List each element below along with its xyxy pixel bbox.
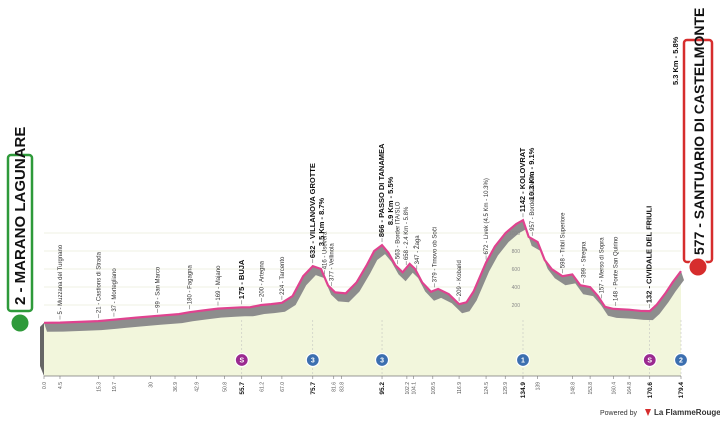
y-tick-label: 200: [512, 303, 521, 309]
annotation-label: 200 - Artegna: [259, 260, 265, 297]
x-tick-label: 4.5: [58, 382, 64, 389]
x-tick-label: 116.9: [457, 382, 463, 394]
credit-prefix: Powered by: [600, 410, 637, 417]
annotation-label: 416 - Usevera: [323, 231, 329, 269]
annotation-label: 5 - Muzzana del Turgnano: [58, 244, 64, 314]
finish-sub: 5.3 Km - 5.8%: [671, 36, 680, 85]
profile-left-wall: [40, 322, 44, 376]
start-box: [6, 153, 34, 313]
marker: [234, 352, 249, 368]
y-tick-label: 400: [512, 285, 521, 291]
marker: [515, 352, 531, 368]
x-tick-label: 15.3: [96, 382, 102, 392]
marker-label: 2: [679, 358, 683, 365]
x-tick-label: 129.9: [503, 382, 509, 395]
x-tick-label: 67.0: [280, 382, 286, 392]
annotation-label: 37 - Mortegliano: [112, 268, 118, 312]
annotation-label: 672 - Livek (4.5 Km - 10.3%): [484, 178, 490, 254]
annotation-label: 99 - San Marco: [156, 266, 162, 308]
annotation-label: 658 - 2.4 Km - 5.8%: [404, 206, 410, 260]
marker-label: 3: [311, 358, 315, 365]
annotation-label: 1142 - KOLOVRAT: [518, 147, 527, 212]
x-tick-label: 134.9: [520, 382, 527, 399]
marker: [374, 352, 390, 368]
x-tick-label: 30: [149, 382, 155, 388]
annotation-label: 157 - Merso di Sopra: [599, 237, 605, 294]
finish-label: 577 - SANTUARIO DI CASTELMONTE: [691, 8, 707, 255]
annotation-label: 21 - Castions di Strada: [96, 251, 102, 313]
annotation-label: 598 - Tribil Superiore: [560, 212, 566, 268]
x-tick-label: 19.7: [112, 382, 118, 392]
annotation-label: 209 - Kobarid: [457, 260, 463, 296]
x-tick-label: 42.9: [194, 382, 200, 392]
annotation-label: 866 - PASSO DI TANAMEA: [377, 143, 386, 237]
x-tick-label: 164.8: [627, 382, 633, 395]
x-tick-label: 50.8: [222, 382, 228, 392]
x-tick-label: 104.1: [412, 382, 418, 395]
x-tick-label: 179.4: [678, 382, 685, 399]
x-tick-label: 160.4: [612, 382, 618, 395]
annotation-sub: 10.3 Km - 9.1%: [527, 147, 536, 200]
x-tick-label: 95.2: [379, 382, 386, 395]
marker-label: 3: [380, 358, 384, 365]
finish-icon: [688, 257, 708, 277]
x-tick-label: 109.5: [431, 382, 437, 395]
start-label: 2 - MARANO LAGUNARE: [12, 127, 29, 305]
annotation-label: 148 - Ponte San Quirino: [614, 236, 620, 301]
marker-label: S: [239, 358, 244, 365]
credit-brand: La FlammeRouge: [654, 408, 720, 417]
annotation-label: 379 - Trnovo ob Soči: [433, 227, 439, 282]
annotation-sub: 3.5 Km - 8.7%: [317, 197, 326, 246]
x-tick-label: 36.9: [173, 382, 179, 392]
annotation-label: 399 - Stregna: [582, 241, 588, 278]
x-tick-label: 170.6: [647, 382, 654, 399]
annotation-label: 175 - BUJA: [237, 259, 246, 299]
annotation-label: 169 - Majano: [216, 265, 222, 301]
x-tick-label: 81.6: [332, 382, 338, 392]
profile-area: [44, 220, 681, 376]
annotation-label: 132 - CIVIDALE DEL FRIULI: [645, 206, 654, 303]
x-tick-label: 61.2: [259, 382, 265, 392]
marker-label: 1: [521, 358, 525, 365]
marker: [642, 352, 657, 368]
x-tick-label: 75.7: [310, 382, 317, 395]
profile-line: [43, 218, 682, 324]
x-tick-label: 153.8: [588, 382, 594, 395]
y-tick-label: 800: [512, 249, 521, 255]
profile-relief: [44, 220, 684, 332]
annotation-label: 377 - Vellinola: [330, 243, 336, 281]
x-tick-label: 0.0: [42, 382, 48, 389]
x-tick-label: 55.7: [239, 382, 246, 395]
y-tick-label: 1000: [509, 231, 520, 237]
x-tick-label: 83.8: [340, 382, 346, 392]
marker: [305, 352, 320, 368]
x-tick-label: 102.2: [405, 382, 411, 395]
x-tick-label: 148.8: [570, 382, 576, 395]
brand-icon: [645, 409, 651, 416]
annotation-label: 347 - Žaga: [413, 235, 421, 265]
x-tick-label: 124.5: [484, 382, 490, 395]
annotation-sub: 8.9 Km - 5.5%: [386, 176, 395, 225]
y-tick-label: 600: [512, 267, 521, 273]
annotation-label: 224 - Tarcento: [280, 256, 286, 295]
x-tick-label: 139: [536, 382, 542, 391]
annotation-label: 180 - Fagagna: [188, 265, 194, 305]
annotation-label: 957 - Border SLO/ITA: [530, 173, 536, 231]
start-icon: [10, 313, 30, 333]
marker: [673, 352, 689, 368]
annotation-label: 563 - Border ITA/SLO: [395, 201, 401, 259]
marker-label: S: [647, 358, 652, 365]
annotation-label: 632 - VILLANOVA GROTTE: [308, 163, 317, 258]
